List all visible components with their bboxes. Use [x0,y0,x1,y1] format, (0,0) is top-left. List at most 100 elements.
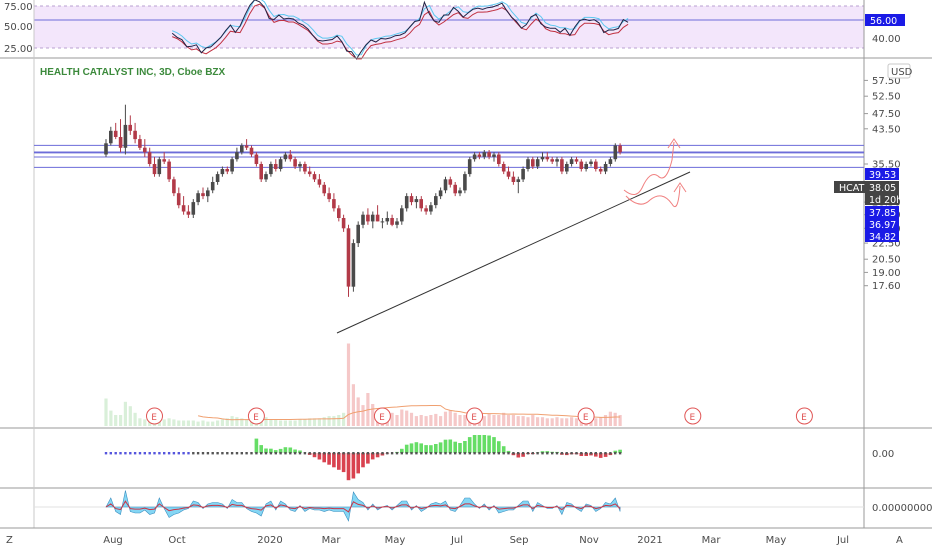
macd-signal-dot [196,452,200,455]
macd-signal-dot [143,452,146,455]
macd-bar [492,437,496,453]
macd-bar [598,453,603,458]
candle [317,174,322,188]
candle [482,150,487,160]
candle-body [390,218,394,225]
earnings-marker[interactable] [373,407,391,425]
candle-body [516,179,521,182]
candle-body [501,164,506,172]
candle [613,143,618,162]
time-axis[interactable]: Aug Oct 2020 Mar May Jul Sep Nov 2021 Mar May Jul [103,535,849,546]
macd-signal-dot [327,452,331,455]
volume-bar [463,415,467,426]
candle [526,156,530,172]
macd-signal-dot [211,452,214,455]
macd-signal-dot [405,452,408,455]
macd-signal-dot [386,452,389,455]
candle [206,187,210,203]
candle [443,176,448,194]
volume-bar [138,418,142,426]
earnings-marker-label: E [801,413,807,423]
earnings-marker[interactable] [146,407,163,425]
earnings-marker[interactable] [577,407,595,425]
volume-bar [342,412,346,426]
volume-bar [133,412,137,426]
candle-body [322,184,326,194]
zoom-corner-left[interactable]: Z [6,535,13,546]
last-price-tag [865,181,899,193]
candle [303,161,307,175]
price-tick-label: 17.60 [872,281,901,292]
macd-signal-dot [192,452,195,455]
volume-bar [283,420,287,426]
candle-body [385,218,390,222]
macd-signal-dot [293,452,297,455]
ticker-label: HCAT [839,183,865,194]
macd-bar [516,453,521,458]
candle-body [317,179,322,185]
macd-signal-dot [492,452,496,455]
macd-signal-dot [114,452,117,455]
volume-bar [128,406,132,426]
candle-body [598,169,603,172]
candle-body [404,196,409,209]
volume-bar [487,413,491,426]
candle [307,166,312,177]
candle-body [215,174,220,182]
earnings-marker[interactable] [466,407,484,425]
candle [545,152,550,162]
projection-up-path [623,141,675,195]
macd-value-label: 0.00 [872,449,894,460]
candle [210,176,215,194]
macd-signal-dot [133,452,137,455]
volume-bar [419,415,423,426]
volume-bar [143,419,147,426]
macd-signal-dot [337,452,340,455]
volume-bar [269,419,273,426]
time-tick-label: Aug [103,535,123,546]
macd-signal-dot [264,452,268,455]
price-tick-label: 19.00 [872,268,901,279]
candle-body [138,139,142,148]
candle [414,196,419,209]
volume-bar [230,416,234,426]
candle-body [579,161,584,169]
auto-scale-corner[interactable]: A [896,535,903,546]
volume-bar [216,420,220,426]
earnings-marker[interactable] [795,407,813,425]
trend-line[interactable] [336,171,691,334]
candle [550,156,554,164]
macd-signal-dot [551,452,554,455]
macd-signal-dot [255,452,258,455]
candle-body [613,145,618,160]
candle-body [133,130,137,140]
macd-bar [269,448,273,453]
macd-signal-dot [580,452,583,455]
macd-bar [467,437,472,453]
macd-signal-dot [371,452,374,455]
candle-body [181,205,186,212]
macd-bar [346,453,351,481]
volume-bar [211,421,215,426]
candle [409,193,414,206]
macd-signal-dot [424,452,428,455]
volume-bar [574,418,579,426]
macd-signal-dot [604,452,607,455]
earnings-marker[interactable] [684,407,702,425]
candle-body [375,214,380,222]
candle-body [147,152,152,164]
candle-body [269,164,273,175]
macd-signal-dot [618,452,622,455]
candle-body [196,193,200,203]
candle-body [380,221,385,223]
time-tick-label: Sep [510,535,529,546]
macd-signal-dot [221,452,224,455]
projection-alt-path [625,185,681,208]
candle-body [327,193,331,200]
projection-paths [623,138,687,208]
macd-signal-dot [468,452,471,455]
earnings-marker[interactable] [247,407,265,425]
volume-bar [443,411,448,426]
currency-box[interactable] [887,63,911,79]
